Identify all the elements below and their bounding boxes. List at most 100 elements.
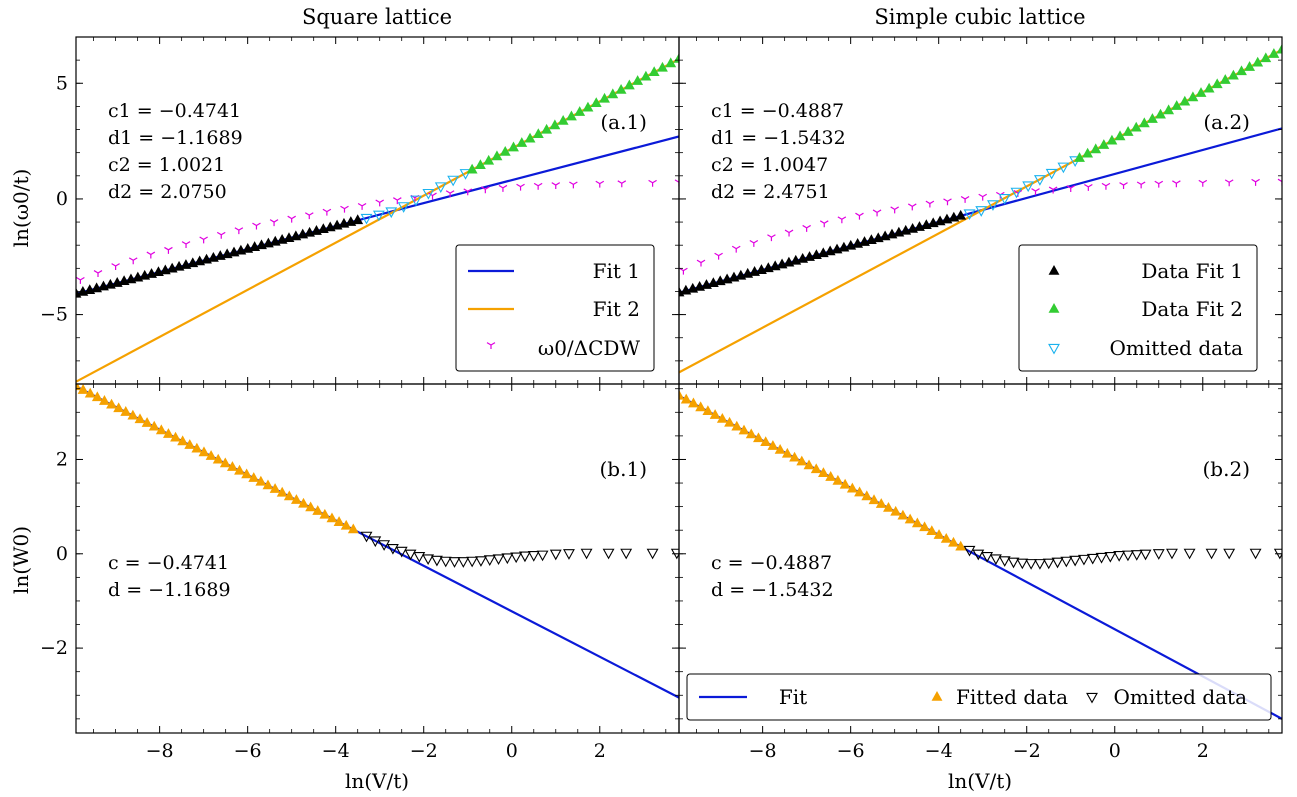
plot-area: [679, 389, 1282, 720]
ratio-point: [1172, 180, 1181, 188]
y-tick-label: 5: [56, 72, 68, 94]
omitted-point: [378, 540, 391, 551]
x-tick-label: −4: [925, 740, 953, 762]
ratio-point: [269, 219, 279, 227]
fitted-point: [283, 490, 295, 501]
omitted-point: [395, 546, 408, 558]
omitted-point: [549, 549, 562, 561]
legend-label: Fit: [779, 685, 807, 709]
fitted-point: [702, 405, 714, 416]
omitted-point: [439, 556, 452, 568]
ratio-point: [1101, 182, 1111, 190]
omitted-point: [1086, 553, 1099, 565]
omitted-point: [483, 555, 496, 566]
ratio-point: [516, 183, 525, 191]
fit-parameter: c1 = −0.4887: [711, 100, 844, 122]
ratio-point: [375, 199, 385, 207]
fitted-point: [890, 505, 902, 516]
omitted-point: [963, 209, 976, 221]
data-fit2-point: [1219, 74, 1231, 84]
omitted-point: [422, 188, 435, 200]
data-fit2-point: [599, 92, 610, 103]
fit-parameter: d = −1.1689: [108, 579, 231, 601]
ratio-point: [181, 241, 191, 249]
omitted-point: [413, 551, 426, 563]
omitted-point: [1007, 557, 1020, 569]
fitted-point: [290, 494, 302, 504]
data-fit2-point: [1171, 100, 1183, 110]
data-fit2-point: [1268, 48, 1280, 58]
ratio-point: [1048, 186, 1058, 194]
axes-frame: [678, 383, 1283, 734]
fitted-point: [781, 447, 793, 458]
fitted-point: [226, 461, 238, 471]
legend-swatch-fitted: [931, 691, 943, 701]
data-fit2-point: [1155, 108, 1166, 119]
ratio-point: [287, 215, 296, 223]
fitted-point: [868, 494, 880, 505]
omitted-point: [563, 549, 575, 560]
fitted-point: [184, 439, 196, 449]
plot-area: [679, 43, 1282, 374]
omitted-point: [1022, 181, 1035, 193]
ratio-point: [855, 212, 864, 220]
fitted-point: [255, 475, 267, 486]
panel-a1: −5 0 5 c1 = −0.4741 d1 = −1.1689 c2 = 1.0021 d…: [40, 36, 680, 385]
data-fit2-point: [657, 61, 668, 72]
fitted-point: [861, 490, 873, 501]
fitted-point: [347, 523, 359, 534]
fitted-point: [205, 450, 217, 460]
fitted-point: [825, 471, 837, 481]
ratio-point: [1031, 188, 1040, 196]
ratio-point: [93, 270, 103, 277]
ratio-point: [128, 257, 138, 265]
ratio-point: [767, 234, 776, 242]
ratio-point: [890, 206, 899, 214]
omitted-point: [1104, 551, 1117, 563]
fitted-point: [77, 384, 89, 394]
ratio-point: [322, 208, 332, 216]
omitted-point: [975, 206, 988, 217]
ratio-point: [648, 179, 657, 187]
x-tick-label: −2: [410, 740, 438, 762]
ratio-point: [802, 224, 811, 232]
fitted-point: [724, 416, 735, 427]
data-fit2-point: [607, 88, 619, 99]
omitted-point: [646, 548, 659, 560]
ratio-point: [1119, 182, 1128, 190]
data-fit2-point: [1187, 91, 1199, 102]
omitted-point: [963, 545, 976, 557]
ratio-point: [216, 231, 226, 239]
omitted-point: [360, 531, 373, 543]
omitted-point: [430, 555, 443, 567]
xlabel-right: ln(V/t): [948, 769, 1012, 793]
omitted-point: [1152, 549, 1165, 560]
ratio-point: [714, 252, 723, 260]
omitted-point: [492, 554, 505, 566]
data-fit2-point: [1163, 104, 1175, 115]
ratio-point: [925, 200, 935, 208]
legend-label: Omitted data: [1113, 685, 1247, 709]
data-fit2-point: [574, 106, 586, 116]
omitted-point: [466, 556, 479, 568]
legend-label: Fitted data: [956, 685, 1068, 709]
ratio-point: [498, 184, 508, 192]
data-fit2-point: [1146, 113, 1158, 123]
fit-parameter: c2 = 1.0021: [108, 154, 225, 176]
panel-label: (a.1): [600, 110, 647, 134]
ratio-point: [445, 190, 455, 198]
panel-label: (b.2): [1203, 457, 1251, 481]
fit-parameter: d2 = 2.4751: [711, 181, 830, 203]
fitted-point: [753, 432, 764, 443]
ratio-point: [907, 203, 917, 211]
fitted-point: [789, 451, 801, 462]
fitted-point: [738, 424, 750, 435]
fitted-point: [84, 387, 96, 398]
fitted-point: [262, 479, 274, 490]
omitted-point: [1033, 175, 1046, 186]
fit-parameter: d1 = −1.5432: [711, 127, 846, 149]
omitted-point: [998, 556, 1011, 567]
x-tick-label: −2: [1013, 740, 1041, 762]
fit-parameter: c = −0.4741: [108, 552, 229, 574]
omitted-point: [1183, 548, 1196, 560]
